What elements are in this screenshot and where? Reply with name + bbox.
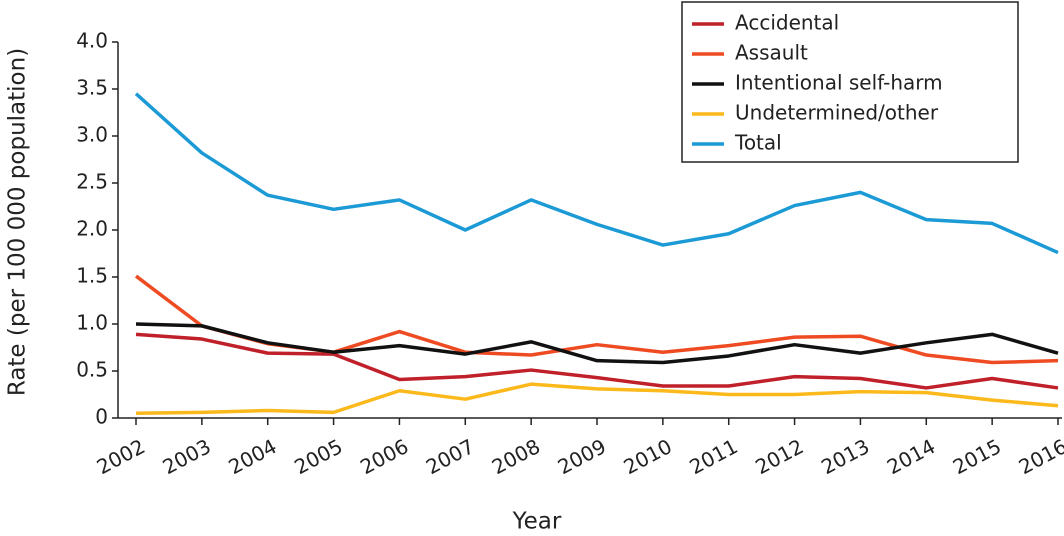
x-tick-label: 2003 (159, 434, 215, 479)
legend-label: Total (734, 131, 782, 155)
series-line (134, 274, 1059, 365)
series-line (135, 332, 1059, 390)
y-tick-label: 3.5 (76, 76, 108, 100)
series-line (135, 382, 1059, 416)
x-tick-label: 2006 (356, 434, 412, 479)
x-tick-label: 2004 (224, 434, 280, 479)
x-axis-label: Year (512, 509, 562, 535)
legend-label: Accidental (735, 11, 839, 35)
x-tick-label: 2005 (290, 434, 346, 479)
series-line (134, 92, 1059, 255)
y-tick-label: 2.0 (76, 217, 108, 241)
y-tick-label: 4.0 (76, 29, 108, 53)
y-tick-label: 0.5 (76, 358, 108, 382)
x-tick-label: 2013 (817, 434, 873, 479)
x-tick-label: 2015 (949, 434, 1005, 479)
x-tick-label: 2010 (620, 434, 676, 479)
x-tick-label: 2011 (685, 434, 741, 479)
x-tick-label: 2007 (422, 434, 478, 479)
x-tick-label: 2014 (883, 434, 939, 479)
y-tick-label: 2.5 (76, 170, 108, 194)
x-tick-label: 2016 (1015, 434, 1064, 479)
legend-box (681, 1, 1019, 163)
x-tick-label: 2002 (93, 434, 149, 479)
x-tick-label: 2008 (488, 434, 544, 479)
y-tick-label: 3.0 (76, 123, 108, 147)
series-line (135, 322, 1059, 365)
y-tick-label: 1.0 (76, 311, 108, 335)
x-tick-label: 2009 (554, 434, 610, 479)
legend-label: Undetermined/other (735, 101, 939, 125)
legend-label: Assault (735, 41, 808, 65)
y-axis-label: Rate (per 100 000 population) (5, 48, 31, 396)
legend-label: Intentional self-harm (735, 71, 943, 95)
y-tick-label: 0 (95, 405, 108, 429)
y-tick-label: 1.5 (76, 264, 108, 288)
x-tick-label: 2012 (751, 434, 807, 479)
